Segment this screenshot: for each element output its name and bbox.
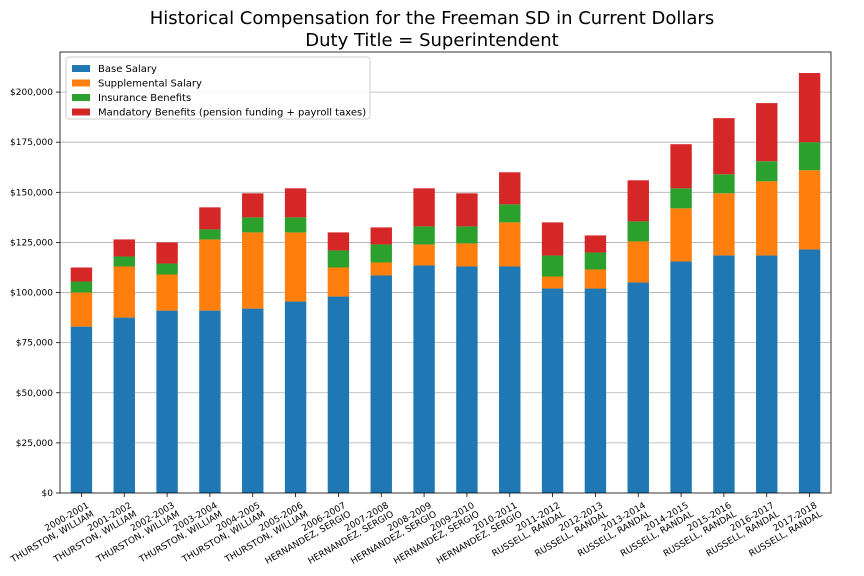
bar-segment <box>370 275 392 493</box>
y-tick-label: $75,000 <box>16 339 53 349</box>
y-tick-label: $100,000 <box>10 289 53 299</box>
bar-segment <box>242 232 264 309</box>
bar-segment <box>242 193 264 218</box>
bar-segment <box>627 241 649 283</box>
bar-segment <box>413 226 435 245</box>
bar-segment <box>456 266 478 493</box>
bar-segment <box>627 180 649 222</box>
legend-label: Supplemental Salary <box>98 79 202 90</box>
bar-segment <box>284 217 307 233</box>
bar-segment <box>156 310 178 493</box>
chart-subtitle: Duty Title = Superintendent <box>305 30 559 51</box>
y-tick-label: $50,000 <box>16 389 53 399</box>
y-tick-label: $175,000 <box>10 138 53 148</box>
bar-segment <box>199 239 221 311</box>
bar-segment <box>156 263 178 275</box>
bar-segment <box>584 269 607 289</box>
plot-frame <box>59 51 832 494</box>
bar-segment <box>713 174 735 194</box>
bar-segment <box>199 310 221 493</box>
bar-segment <box>370 262 392 276</box>
bar-segment <box>756 161 778 182</box>
bar-segment <box>713 118 735 175</box>
bar-segment <box>499 222 521 267</box>
bar-segment <box>370 244 392 263</box>
bar-segment <box>113 266 135 318</box>
bar-segment <box>541 222 564 256</box>
bar-segment <box>499 204 521 223</box>
bar-segment <box>284 301 307 493</box>
bar-segment <box>713 193 735 256</box>
bar-segment <box>499 266 521 493</box>
bar-segment <box>70 267 93 282</box>
bar-segment <box>756 181 778 256</box>
legend-label: Base Salary <box>98 64 157 75</box>
bar-segment <box>156 274 178 311</box>
bar-segment <box>199 207 221 230</box>
legend-swatch <box>72 108 90 116</box>
y-tick-label: $200,000 <box>10 88 53 98</box>
bar-segment <box>670 208 692 262</box>
bar-segment <box>756 255 778 493</box>
legend-swatch <box>72 94 90 101</box>
bar-segment <box>70 281 93 293</box>
bar-segment <box>327 296 350 493</box>
bar-segment <box>413 188 435 227</box>
y-tick-label: $0 <box>42 489 54 499</box>
bar-segment <box>670 261 692 493</box>
bar-segment <box>756 103 778 162</box>
bar-segment <box>113 256 135 267</box>
legend-label: Insurance Benefits <box>98 93 191 104</box>
bar-segment <box>156 242 178 264</box>
bar-segment <box>413 265 435 493</box>
bar-segment <box>327 267 350 297</box>
bar-segment <box>242 308 264 493</box>
bar-segment <box>327 250 350 268</box>
bar-segment <box>670 188 692 209</box>
legend-label: Mandatory Benefits (pension funding + pa… <box>98 108 366 119</box>
bar-segment <box>798 142 821 171</box>
bar-segment <box>456 193 478 227</box>
bar-segment <box>713 255 735 493</box>
bar-segment <box>541 288 564 493</box>
bar-segment <box>370 227 392 245</box>
bar-segment <box>541 276 564 289</box>
bar-segment <box>627 282 649 493</box>
bar-segment <box>541 255 564 277</box>
bar-segment <box>242 217 264 233</box>
bar-segment <box>584 252 607 270</box>
bar-segment <box>284 232 307 302</box>
bar-segment <box>584 235 607 253</box>
legend-swatch <box>72 79 90 87</box>
bar-segment <box>199 229 221 240</box>
x-tick-label: 2000-2001THURSTON, WILLIAM <box>4 501 96 566</box>
bar-segment <box>584 288 607 493</box>
bar-segment <box>798 73 821 143</box>
y-tick-label: $150,000 <box>10 188 53 198</box>
bar-segment <box>456 226 478 244</box>
bar-segment <box>798 170 821 250</box>
bar-segment <box>499 172 521 205</box>
bar-segment <box>413 244 435 266</box>
bar-segment <box>456 243 478 267</box>
bar-segment <box>284 188 307 218</box>
bar-segment <box>70 292 93 327</box>
y-tick-label: $25,000 <box>16 439 53 449</box>
bar-segment <box>70 326 93 493</box>
bar-segment <box>627 221 649 242</box>
bar-segment <box>113 239 135 257</box>
bar-segment <box>670 144 692 189</box>
legend-box <box>65 56 371 120</box>
bar-segment <box>113 317 135 493</box>
legend-swatch <box>72 65 90 72</box>
y-tick-label: $125,000 <box>10 238 53 248</box>
chart-title: Historical Compensation for the Freeman … <box>149 8 715 29</box>
bar-segment <box>798 249 821 493</box>
bar-segment <box>327 232 350 251</box>
